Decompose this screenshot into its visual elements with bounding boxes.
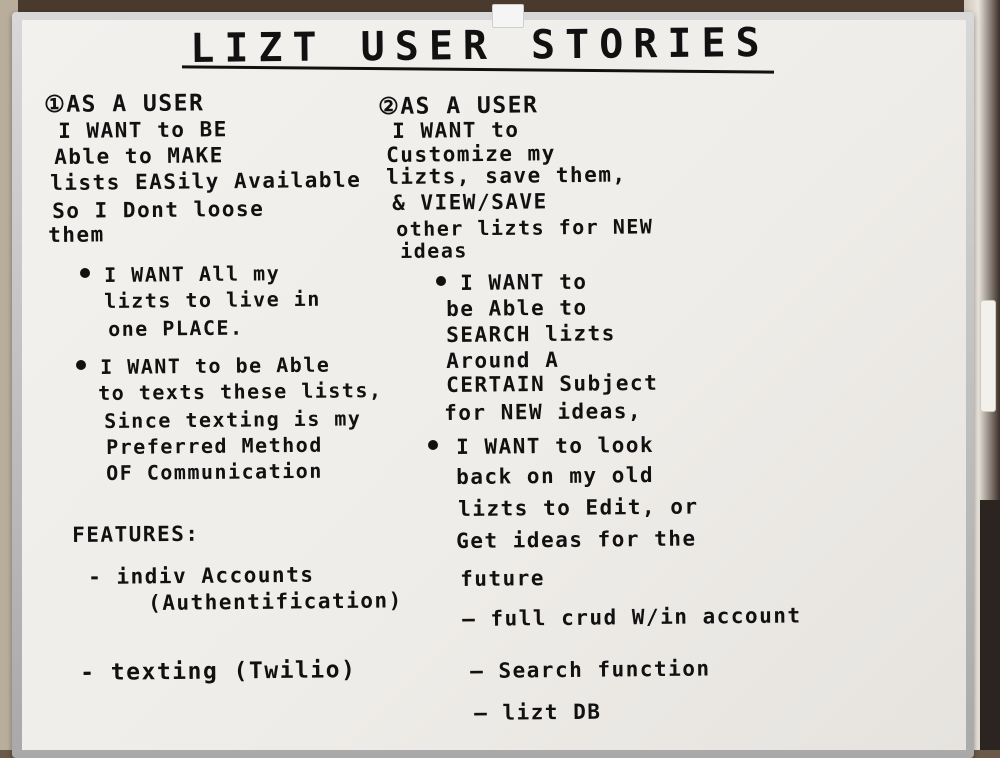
story1-bullet2-line: OF Communication [106, 458, 323, 485]
wall-outlet [980, 300, 996, 412]
story2-feature: — full crud W/in account [462, 603, 802, 631]
board-title: LIZT USER STORIES [190, 19, 770, 72]
story1-bullet2-line: Preferred Method [106, 432, 323, 459]
features-heading: FEATURES: [72, 521, 200, 547]
story2-bullet1-line: SEARCH lizts [446, 321, 616, 347]
bullet-dot [428, 440, 438, 450]
story1-line: Able to MAKE [54, 143, 224, 169]
story2-line: ideas [400, 238, 468, 263]
story1-bullet1-line: one PLACE. [108, 315, 244, 341]
story1-bullet2-line: Since texting is my [104, 406, 362, 433]
story1-line: So I Dont loose [52, 196, 265, 223]
story1-bullet2-line: to texts these lists, [98, 378, 383, 405]
story1-heading: ①AS A USER [44, 90, 205, 118]
story2-bullet2-line: Get ideas for the [456, 526, 697, 553]
story1-bullet2-line: I WANT to be Able [100, 352, 331, 379]
whiteboard-surface [22, 20, 966, 750]
door-frame [980, 500, 1000, 750]
story2-bullet2-line: I WANT to look [456, 432, 655, 459]
feature-item: (Authentification) [148, 588, 403, 615]
story1-line: I WANT to BE [58, 117, 228, 143]
story1-bullet1-line: lizts to live in [104, 286, 321, 313]
marker-clip [492, 4, 524, 28]
story2-bullet1-line: CERTAIN Subject [446, 370, 659, 397]
bullet-dot [436, 276, 446, 286]
feature-item: - texting (Twilio) [80, 657, 357, 686]
story1-line: lists EASily Available [50, 167, 362, 195]
story2-line: & VIEW/SAVE [392, 189, 548, 215]
story2-line: lizts, save them, [386, 162, 627, 189]
bullet-dot [76, 360, 86, 370]
story2-bullet2-line: back on my old [456, 462, 655, 489]
feature-item: - indiv Accounts [88, 562, 315, 589]
story2-bullet1-line: Around A [446, 347, 560, 373]
story2-bullet2-line: lizts to Edit, or [458, 494, 699, 521]
story1-bullet1-line: I WANT All my [104, 261, 281, 287]
story2-feature: — Search function [470, 656, 711, 683]
story2-bullet2-line: future [460, 566, 546, 591]
story2-bullet1-line: for NEW ideas, [444, 398, 643, 425]
story1-line: them [48, 222, 105, 247]
story2-feature: — lizt DB [474, 699, 602, 725]
story2-bullet1-line: be Able to [446, 295, 588, 321]
story2-bullet1-line: I WANT to [460, 269, 588, 295]
bullet-dot [80, 268, 90, 278]
